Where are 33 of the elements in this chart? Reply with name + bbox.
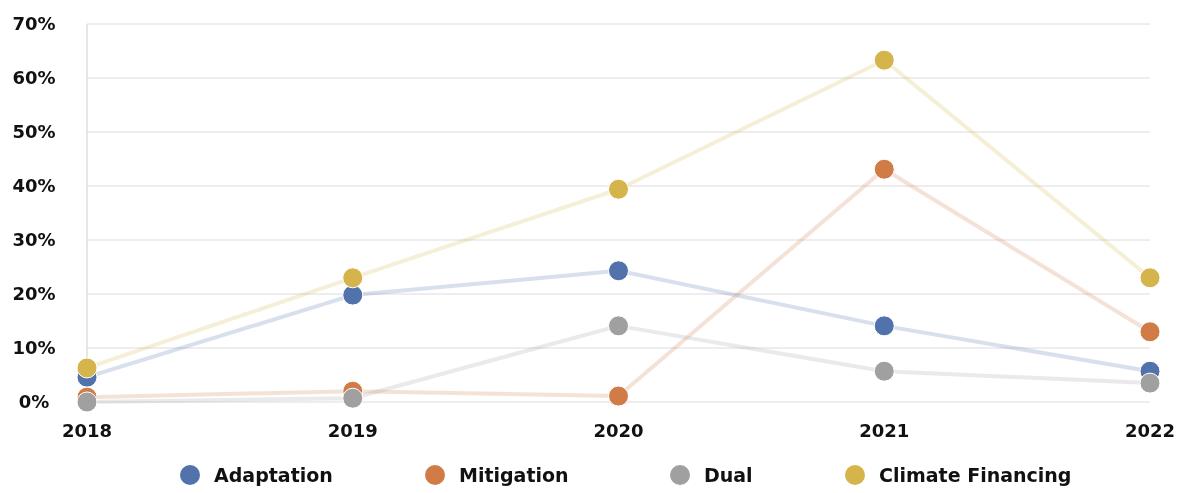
point [1139,372,1161,394]
point [1139,321,1161,343]
point [76,391,98,413]
x-tick-label: 2021 [859,420,910,441]
point [608,260,629,282]
point [342,387,364,409]
point [873,360,895,382]
legend-label: Climate Financing [879,464,1072,486]
x-tick-label: 2018 [61,420,113,441]
point [342,267,364,289]
point [1139,267,1161,289]
x-tick-label: 2022 [1124,420,1176,441]
point [608,178,629,200]
y-tick-label: 40% [12,175,56,197]
legend-label: Mitigation [459,464,569,486]
point [873,49,895,71]
y-tick-label: 10% [12,337,56,359]
point [873,158,895,180]
y-tick-label: 70% [12,13,56,35]
y-tick-label: 20% [12,283,56,305]
legend-label: Dual [704,464,753,486]
y-tick-label: 30% [12,229,56,251]
x-tick-label: 2020 [593,420,644,441]
y-tick-label: 60% [12,67,56,89]
point [608,385,629,407]
x-tick-label: 2019 [327,420,378,441]
point [873,315,895,337]
legend-label: Adaptation [214,464,333,486]
point [76,357,98,379]
y-tick-label: 0% [18,391,50,413]
y-tick-label: 50% [12,121,56,143]
point [608,315,629,337]
point [342,284,364,306]
